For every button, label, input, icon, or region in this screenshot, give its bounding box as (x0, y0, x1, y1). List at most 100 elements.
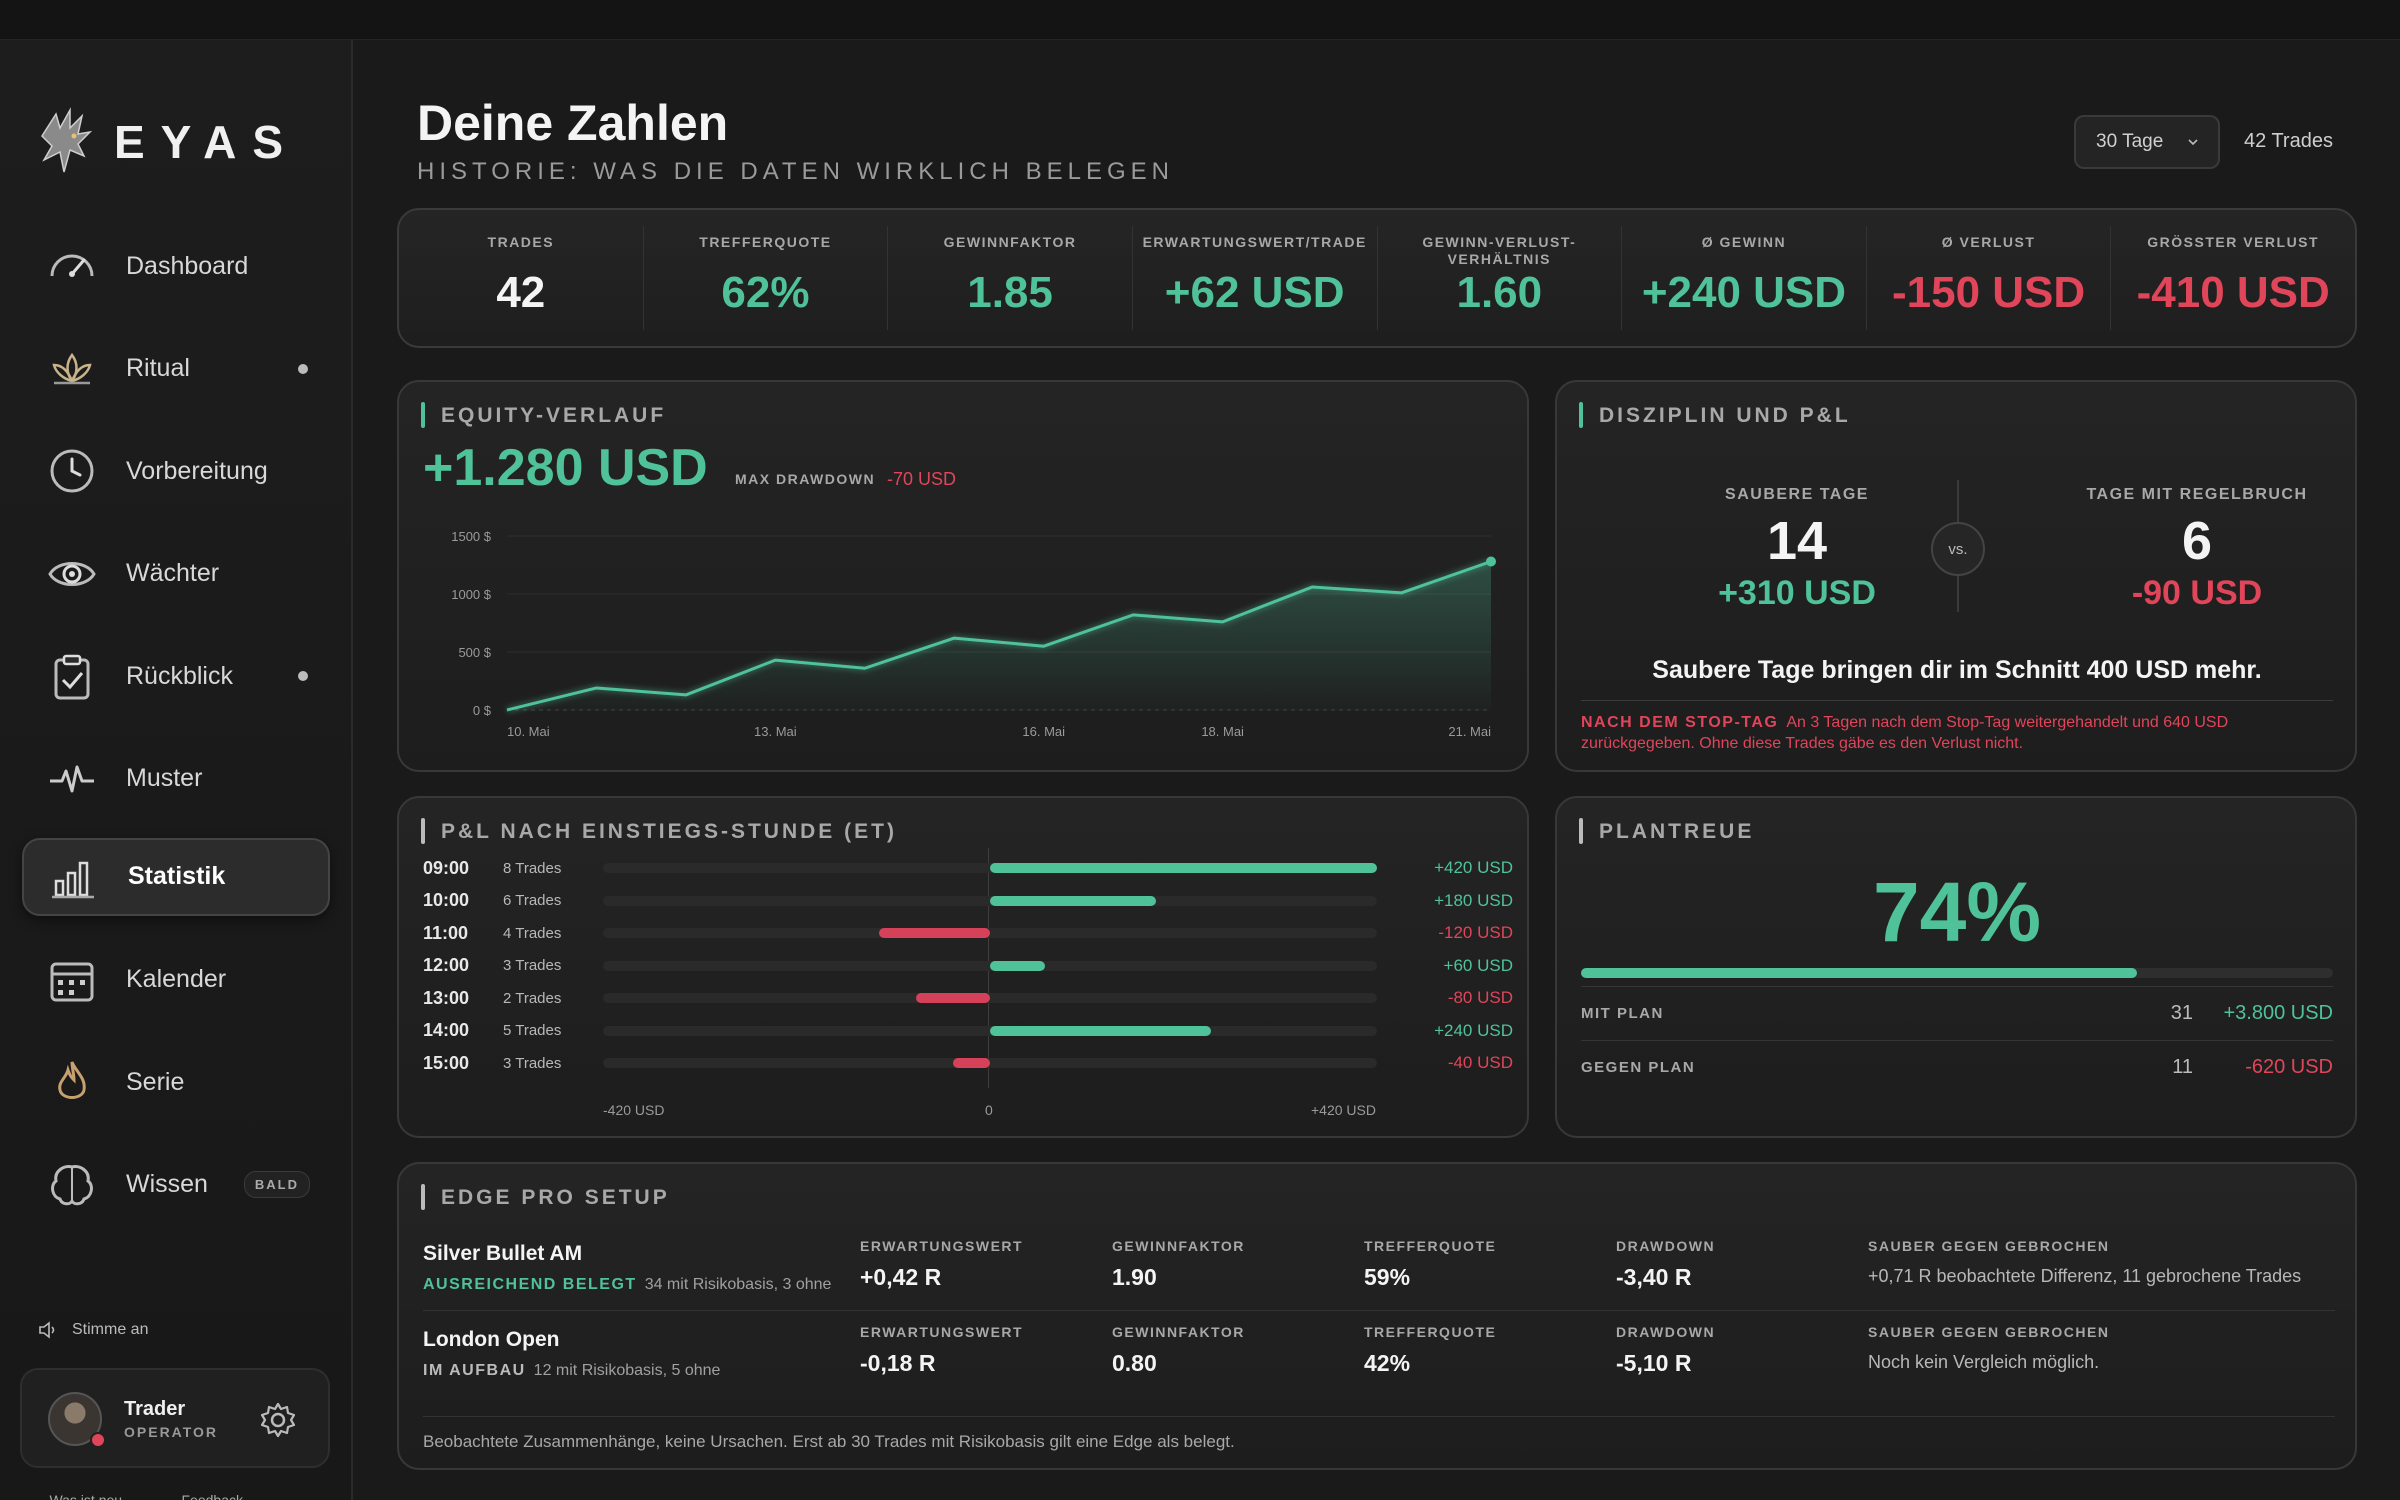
hour-pnl: -120 USD (1438, 923, 1513, 942)
hour-row[interactable]: 11:00 4 Trades -120 USD (423, 917, 1513, 949)
sidebar-item-vorbereitung[interactable]: Vorbereitung (22, 427, 330, 515)
metric-value: 1.90 (1112, 1264, 1157, 1290)
against-plan-row: GEGEN PLAN 11 -620 USD (1581, 1040, 2333, 1094)
page-title: Deine Zahlen (417, 95, 729, 151)
metric-hit-rate: TREFFERQUOTE 42% (1364, 1324, 1496, 1377)
equity-value: +1.280 USD (423, 439, 708, 497)
panel-title: EQUITY-VERLAUF (421, 402, 666, 428)
kpi-avg-win: Ø GEWINN +240 USD (1622, 226, 1867, 330)
equity-point (1486, 556, 1496, 567)
hour-bar (990, 863, 1377, 873)
with-plan-row: MIT PLAN 31 +3.800 USD (1581, 986, 2333, 1040)
max-drawdown-label: MAX DRAWDOWN (735, 471, 876, 487)
sidebar-item-ritual[interactable]: Ritual (22, 325, 330, 413)
hour-row[interactable]: 09:00 8 Trades +420 USD (423, 852, 1513, 884)
hour-time: 14:00 (423, 1020, 470, 1040)
flame-icon (44, 1054, 100, 1110)
brand-logo[interactable]: EYAS (34, 106, 299, 178)
hour-row[interactable]: 13:00 2 Trades -80 USD (423, 982, 1513, 1014)
sidebar: EYAS Dashboard Ritual Vorbereitung (0, 40, 353, 1500)
metric-text: Noch kein Vergleich möglich. (1868, 1352, 2100, 1372)
sidebar-item-muster[interactable]: Muster (22, 735, 330, 823)
lotus-icon (44, 341, 100, 397)
range-select[interactable]: 30 Tage (2074, 115, 2220, 169)
kpi-expectancy: ERWARTUNGSWERT/TRADE +62 USD (1133, 226, 1378, 330)
kpi-value: -150 USD (1891, 268, 2086, 317)
sidebar-item-label: Wächter (126, 559, 220, 588)
hour-row[interactable]: 14:00 5 Trades +240 USD (423, 1015, 1513, 1047)
voice-label: Stimme an (72, 1321, 149, 1338)
kpi-value: 42 (496, 268, 546, 317)
setup-row[interactable]: London Open IM AUFBAU 12 mit Risikobasis,… (423, 1324, 2335, 1408)
x-tick-label: 10. Mai (507, 724, 550, 739)
chevron-down-icon (2188, 139, 2198, 146)
hour-pnl: +240 USD (1434, 1020, 1513, 1040)
kpi-value: 1.60 (1456, 268, 1543, 317)
sidebar-item-waechter[interactable]: Wächter (22, 530, 330, 618)
hour-time: 13:00 (423, 987, 470, 1008)
broken-days-pnl: -90 USD (2131, 574, 2263, 612)
hour-bar (990, 895, 1156, 906)
y-tick-label: 500 $ (458, 645, 491, 660)
clipboard-icon (44, 648, 100, 704)
kpi-label: ERWARTUNGSWERT/TRADE (1142, 234, 1367, 250)
hour-bar (879, 928, 990, 938)
gear-icon[interactable] (258, 1400, 298, 1440)
y-tick-label: 1500 $ (451, 529, 492, 544)
notification-dot (298, 363, 308, 374)
setup-row[interactable]: Silver Bullet AM AUSREICHEND BELEGT 34 mi… (423, 1238, 2335, 1322)
hour-time: 09:00 (423, 857, 470, 878)
whats-new-link[interactable]: Was ist neu (32, 1492, 122, 1500)
edge-per-setup-panel: EDGE PRO SETUP Silver Bullet AM AUSREICH… (397, 1162, 2357, 1470)
brain-icon (44, 1157, 100, 1213)
user-name: Trader (124, 1398, 186, 1420)
divider (423, 1310, 2335, 1311)
equity-chart[interactable]: 0 $ 500 $ 1000 $ 1500 $ 10. Mai 13. Mai 16. Ma… (399, 512, 1531, 762)
kpi-label: GEWINN-VERLUST-VERHÄLTNIS (1422, 234, 1577, 267)
metric-value: -3,40 R (1616, 1264, 1692, 1290)
equity-area (507, 561, 1491, 710)
hour-bar (953, 1058, 990, 1068)
hour-row[interactable]: 10:00 6 Trades +180 USD (423, 885, 1513, 917)
feedback-link[interactable]: Feedback (164, 1492, 243, 1500)
sidebar-item-rueckblick[interactable]: Rückblick (22, 632, 330, 720)
hour-time: 12:00 (423, 955, 470, 975)
kpi-value: 1.85 (967, 268, 1053, 317)
hour-bar (990, 1025, 1212, 1036)
y-tick-label: 0 $ (473, 703, 492, 718)
metric-value: -0,18 R (860, 1350, 936, 1376)
x-tick-label: 13. Mai (754, 724, 797, 739)
broken-days-count: 6 (2181, 511, 2213, 571)
plan-adherence-panel: PLANTREUE 74% MIT PLAN 31 +3.800 USD GEG… (1555, 796, 2357, 1138)
sidebar-item-wissen[interactable]: Wissen BALD (22, 1141, 330, 1229)
setup-sample-info: 34 mit Risikobasis, 3 ohne (644, 1276, 832, 1293)
sidebar-item-kalender[interactable]: Kalender (22, 936, 330, 1024)
kpi-value: +240 USD (1641, 268, 1847, 317)
kpi-win-loss-ratio: GEWINN-VERLUST-VERHÄLTNIS 1.60 (1378, 226, 1623, 330)
metric-label: DRAWDOWN (1616, 1238, 1716, 1254)
discipline-panel: DISZIPLIN UND P&L SAUBERE TAGE 14 +310 U… (1555, 380, 2357, 772)
edge-footnote: Beobachtete Zusammenhänge, keine Ursache… (423, 1432, 1235, 1451)
metric-profit-factor: GEWINNFAKTOR 0.80 (1112, 1324, 1245, 1377)
axis-max-label: +420 USD (1311, 1102, 1376, 1118)
sidebar-item-serie[interactable]: Serie (22, 1038, 330, 1126)
kpi-hit-rate: TREFFERQUOTE 62% (644, 226, 889, 330)
kpi-value: 62% (721, 268, 810, 317)
sidebar-item-label: Ritual (126, 354, 190, 383)
setup-status-label: IM AUFBAU (423, 1362, 526, 1379)
hour-bar-track (603, 1025, 1377, 1036)
sidebar-footer: Was ist neu Feedback (32, 1492, 243, 1500)
hour-pnl: +180 USD (1434, 890, 1513, 910)
user-card[interactable]: Trader OPERATOR (20, 1368, 330, 1468)
voice-toggle[interactable]: Stimme an (38, 1320, 148, 1340)
metric-value: 42% (1364, 1350, 1411, 1376)
hour-bar-track (603, 1058, 1377, 1068)
hour-bar (916, 993, 990, 1003)
metric-label: SAUBER GEGEN GEBROCHEN (1868, 1324, 2110, 1340)
hour-row[interactable]: 12:00 3 Trades +60 USD (423, 950, 1513, 982)
sidebar-item-dashboard[interactable]: Dashboard (22, 222, 330, 310)
hour-bar-track (603, 960, 1377, 971)
hour-row[interactable]: 15:00 3 Trades -40 USD (423, 1047, 1513, 1079)
sidebar-item-statistik[interactable]: Statistik (22, 837, 330, 916)
kpi-label: GEWINNFAKTOR (943, 234, 1077, 250)
